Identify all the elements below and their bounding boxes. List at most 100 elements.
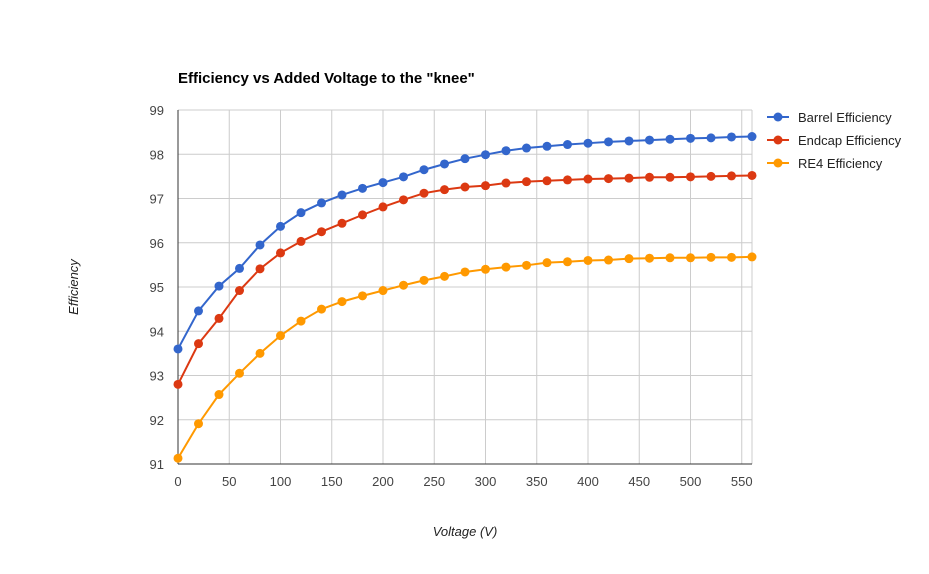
y-tick-label: 94 [150,324,164,339]
re4-efficiency-point [358,291,367,301]
x-tick-label: 350 [526,474,548,489]
barrel-efficiency-point [235,263,244,273]
barrel-efficiency-point [194,306,203,316]
re4-efficiency-point [214,390,224,400]
re4-efficiency-point [317,304,326,314]
re4-efficiency-point [686,253,695,263]
series-group [173,132,757,463]
endcap-efficiency-point [542,176,552,186]
series-barrel-efficiency [173,132,757,354]
x-tick-label: 0 [174,474,181,489]
chart-title: Efficiency vs Added Voltage to the "knee… [178,70,475,87]
legend-item-barrel-efficiency: Barrel Efficiency [767,110,892,125]
endcap-efficiency-point [727,171,736,181]
series-re4-efficiency [173,252,757,463]
barrel-efficiency-point [481,150,490,160]
barrel-efficiency-point [378,178,388,188]
endcap-efficiency-point [296,236,306,246]
endcap-efficiency-point [276,248,285,258]
barrel-efficiency-point [440,159,449,169]
endcap-efficiency-point [665,172,675,182]
barrel-efficiency-point [563,140,572,150]
re4-efficiency-point [563,257,572,267]
barrel-efficiency-point [522,143,531,153]
endcap-efficiency-point [358,210,367,220]
barrel-efficiency-point [255,240,265,250]
endcap-efficiency-point [173,379,183,389]
legend-swatch-dot [773,158,783,168]
endcap-efficiency-point [235,286,244,296]
barrel-efficiency-point [665,134,675,144]
endcap-efficiency-point [378,202,388,212]
barrel-efficiency-point [173,344,183,354]
legend-label: Endcap Efficiency [798,133,902,148]
re4-efficiency-point [747,252,757,262]
endcap-efficiency-point [645,172,654,182]
barrel-efficiency-point [276,221,285,231]
endcap-efficiency-point [214,313,224,323]
endcap-efficiency-point [255,264,265,274]
re4-efficiency-point [542,258,552,268]
re4-efficiency-point [645,253,654,263]
y-tick-labels: 91 92 93 94 95 96 97 98 99 [150,103,164,472]
legend-label: Barrel Efficiency [798,110,892,125]
endcap-efficiency-point [747,170,757,180]
re4-efficiency-point [194,419,203,429]
endcap-efficiency-point [706,171,716,181]
barrel-efficiency-point [419,165,429,175]
x-tick-label: 400 [577,474,599,489]
barrel-efficiency-point [604,137,613,147]
x-axis-title: Voltage (V) [433,524,498,539]
re4-efficiency-point [276,331,285,341]
re4-efficiency-point [604,255,613,265]
endcap-efficiency-point [337,218,347,228]
barrel-efficiency-point [706,133,716,143]
re4-efficiency-point [727,252,736,262]
y-axis-title: Efficiency [66,258,81,315]
re4-efficiency-point [255,348,265,358]
legend-swatch-dot [773,135,783,145]
endcap-efficiency-point [481,181,490,191]
endcap-efficiency-point [563,175,572,185]
y-tick-label: 91 [150,457,164,472]
series-endcap-efficiency [173,170,757,389]
y-tick-label: 97 [150,192,164,207]
x-tick-label: 500 [680,474,702,489]
re4-efficiency-point [522,260,531,270]
x-tick-label: 250 [423,474,445,489]
endcap-efficiency-point [501,178,511,188]
x-tick-label: 200 [372,474,394,489]
endcap-efficiency-point [583,174,593,184]
y-tick-label: 96 [150,236,164,251]
barrel-efficiency-point [317,198,326,208]
barrel-efficiency-point [542,141,552,151]
barrel-efficiency-point [337,190,347,200]
endcap-efficiency-point [194,339,203,349]
re4-efficiency-point [501,262,511,272]
x-tick-label: 300 [475,474,497,489]
legend: Barrel Efficiency Endcap Efficiency RE4 Ef… [767,110,902,171]
barrel-efficiency-point [214,281,224,291]
y-tick-label: 92 [150,413,164,428]
legend-item-endcap-efficiency: Endcap Efficiency [767,133,902,148]
endcap-efficiency-point [419,188,429,198]
barrel-efficiency-point [727,132,736,142]
endcap-efficiency-point [440,185,449,195]
endcap-efficiency-point [317,227,326,237]
re4-efficiency-point [481,264,490,274]
x-tick-label: 450 [628,474,650,489]
x-tick-label: 150 [321,474,343,489]
endcap-efficiency-point [522,177,531,187]
re4-efficiency-point [583,255,593,265]
y-tick-label: 99 [150,103,164,118]
y-tick-label: 95 [150,280,164,295]
barrel-efficiency-point [747,132,757,142]
re4-efficiency-point [440,271,449,281]
y-tick-label: 93 [150,369,164,384]
re4-efficiency-point [706,252,716,262]
endcap-efficiency-point [460,182,470,192]
x-tick-labels: 0 50 100 150 200 250 300 350 400 450 500 550 [174,474,752,489]
re4-efficiency-point [399,280,408,290]
re4-efficiency-point [296,316,306,326]
barrel-efficiency-point [686,133,695,143]
